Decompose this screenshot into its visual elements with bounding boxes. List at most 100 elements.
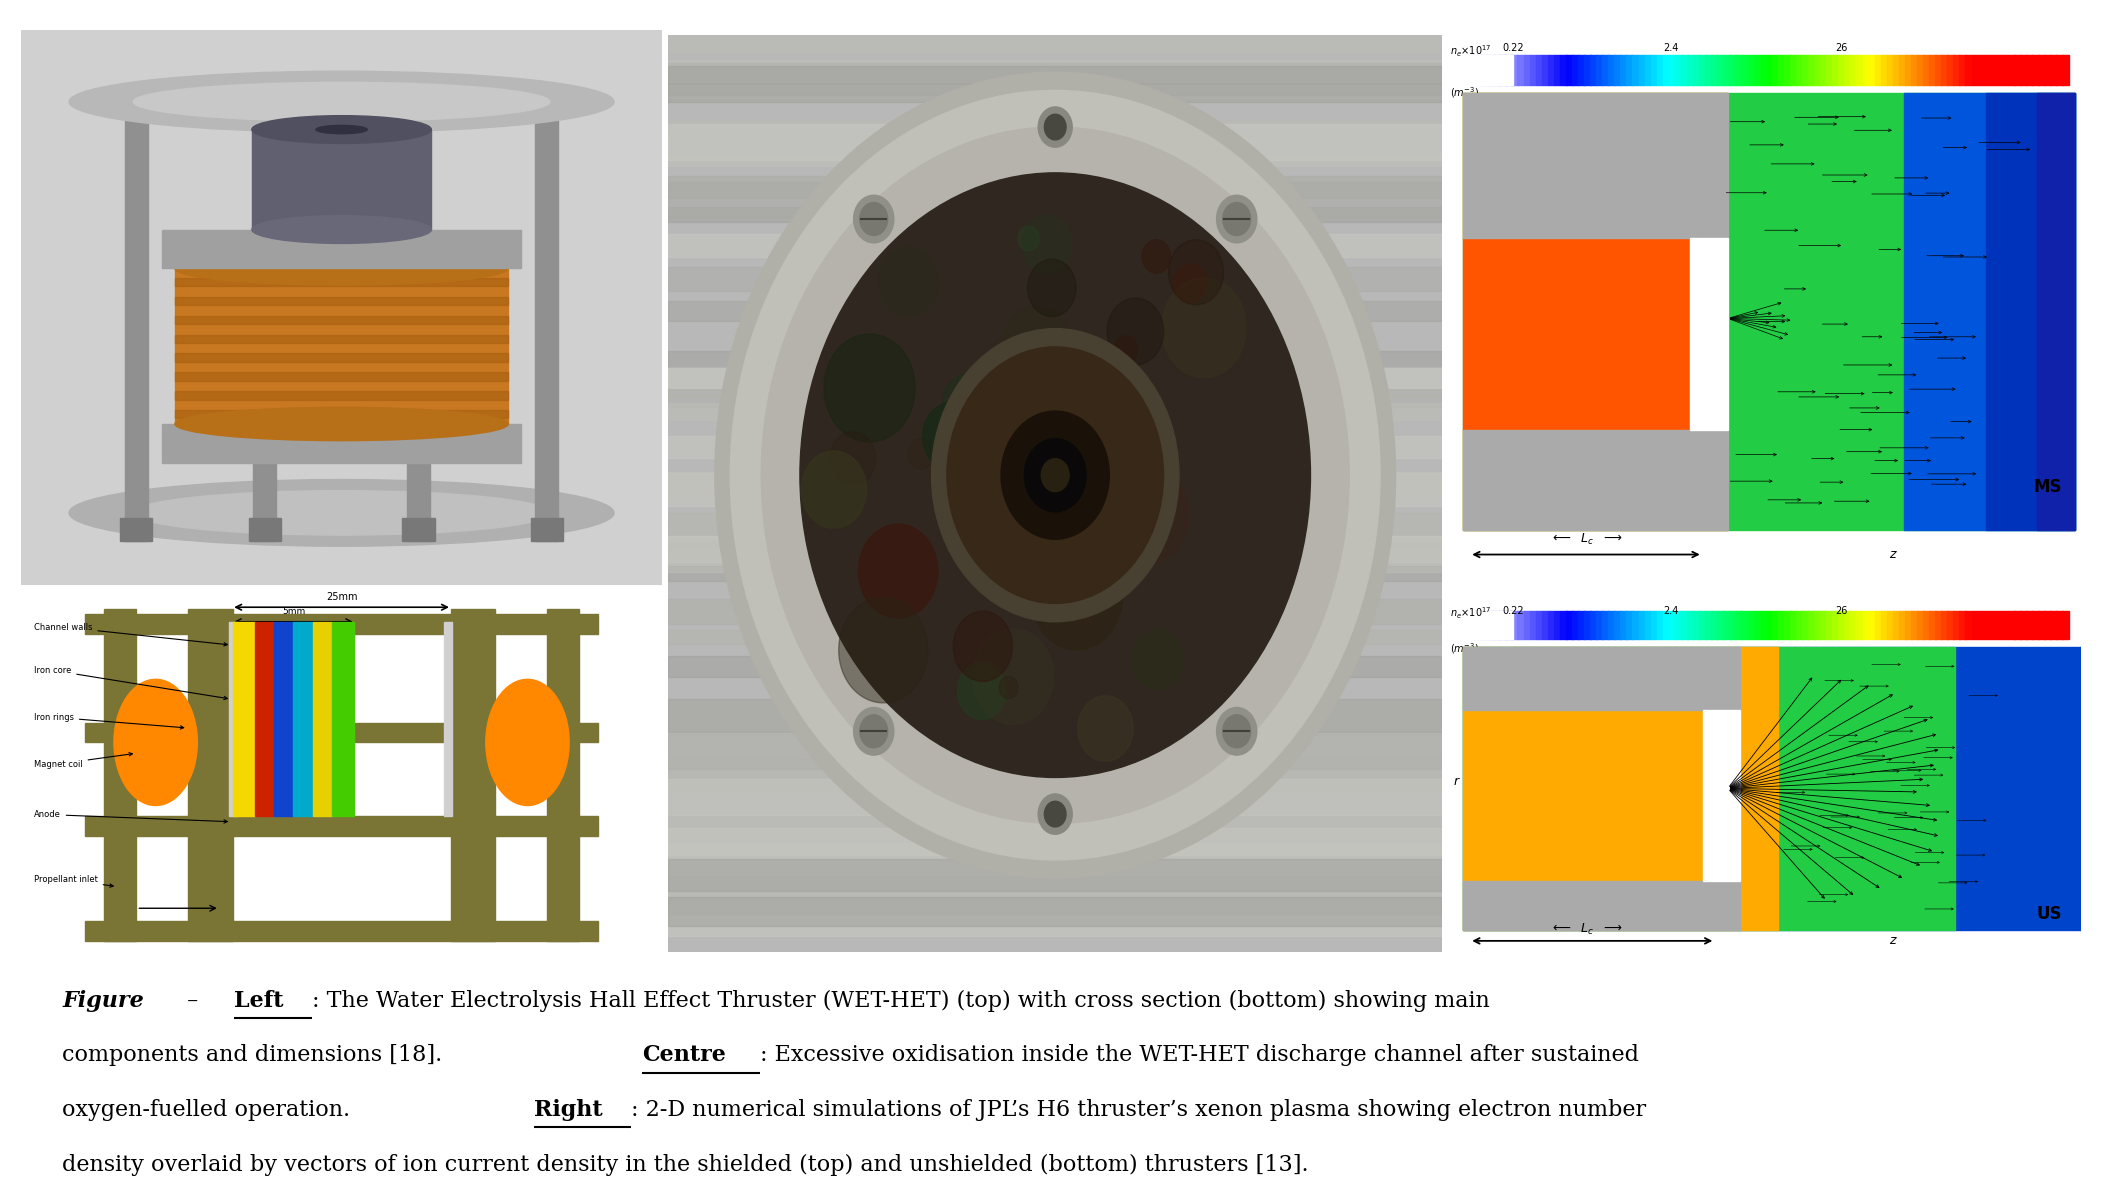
- Circle shape: [908, 439, 933, 469]
- Circle shape: [1114, 336, 1137, 364]
- Bar: [1463, 647, 1955, 930]
- Bar: [668, 368, 1442, 388]
- Bar: [1986, 93, 2075, 530]
- Bar: [1839, 54, 1846, 85]
- Bar: [1476, 611, 1482, 639]
- Text: z: z: [1888, 935, 1896, 947]
- Bar: [2062, 54, 2068, 85]
- Bar: [2043, 54, 2052, 85]
- Bar: [1492, 611, 1501, 639]
- Bar: [2039, 611, 2045, 639]
- Bar: [1640, 54, 1646, 85]
- Bar: [1785, 54, 1791, 85]
- Circle shape: [1001, 411, 1110, 539]
- Bar: [1747, 54, 1755, 85]
- Bar: [174, 278, 509, 286]
- Bar: [2062, 611, 2068, 639]
- Bar: [1595, 54, 1604, 85]
- Bar: [668, 472, 1442, 495]
- Bar: [2001, 611, 2010, 639]
- Bar: [1488, 611, 1495, 639]
- Bar: [1602, 611, 1608, 639]
- Bar: [1469, 611, 1476, 639]
- Bar: [162, 229, 521, 268]
- Bar: [1843, 54, 1852, 85]
- Bar: [668, 599, 1442, 624]
- Text: $n_e{\times}10^{17}$: $n_e{\times}10^{17}$: [1450, 44, 1492, 59]
- Bar: [273, 622, 294, 817]
- Text: MS: MS: [2033, 479, 2062, 496]
- Bar: [668, 897, 1442, 926]
- Text: $n_e{\times}10^{17}$: $n_e{\times}10^{17}$: [1450, 605, 1492, 622]
- Bar: [1469, 54, 1476, 85]
- Bar: [1991, 611, 1997, 639]
- Bar: [1499, 54, 1505, 85]
- Bar: [2026, 54, 2033, 85]
- Circle shape: [956, 463, 994, 508]
- Bar: [1759, 611, 1766, 639]
- Bar: [1814, 611, 1820, 639]
- Bar: [1801, 54, 1808, 85]
- Bar: [1547, 611, 1553, 639]
- Circle shape: [1078, 611, 1095, 630]
- Circle shape: [998, 407, 1072, 493]
- Bar: [2056, 611, 2062, 639]
- Text: components and dimensions [18].: components and dimensions [18].: [63, 1044, 450, 1066]
- Bar: [1463, 647, 2081, 930]
- Bar: [1892, 611, 1900, 639]
- Bar: [401, 91, 435, 112]
- Bar: [547, 609, 578, 941]
- Bar: [84, 615, 599, 635]
- Bar: [120, 519, 153, 540]
- Bar: [1736, 54, 1743, 85]
- Ellipse shape: [315, 125, 368, 134]
- Bar: [105, 609, 137, 941]
- Bar: [187, 609, 233, 941]
- Bar: [248, 519, 282, 540]
- Bar: [1476, 54, 1482, 85]
- Ellipse shape: [174, 408, 509, 441]
- Bar: [1904, 93, 2075, 530]
- Bar: [1923, 54, 1930, 85]
- Bar: [2056, 54, 2062, 85]
- Bar: [1585, 54, 1591, 85]
- Bar: [668, 66, 1442, 102]
- Bar: [248, 91, 282, 112]
- Bar: [1736, 611, 1743, 639]
- Circle shape: [1223, 202, 1251, 235]
- Bar: [252, 96, 275, 540]
- Text: : Excessive oxidisation inside the WET-HET discharge channel after sustained: : Excessive oxidisation inside the WET-H…: [759, 1044, 1640, 1066]
- Bar: [1898, 611, 1907, 639]
- Bar: [1553, 611, 1560, 639]
- Bar: [1717, 54, 1724, 85]
- Bar: [174, 316, 509, 324]
- Bar: [668, 25, 1442, 53]
- Bar: [1875, 611, 1881, 639]
- Text: Propellant inlet: Propellant inlet: [34, 875, 114, 888]
- Circle shape: [1141, 240, 1171, 273]
- Circle shape: [1074, 391, 1118, 444]
- Bar: [1930, 54, 1936, 85]
- Bar: [668, 267, 1442, 291]
- Bar: [668, 176, 1442, 199]
- Bar: [1827, 54, 1833, 85]
- Bar: [1942, 54, 1949, 85]
- Bar: [1820, 611, 1827, 639]
- Text: z: z: [1888, 548, 1896, 561]
- Bar: [1463, 647, 1778, 930]
- Bar: [1621, 54, 1627, 85]
- Bar: [1705, 611, 1711, 639]
- Bar: [1463, 54, 1469, 85]
- Bar: [254, 622, 273, 817]
- Bar: [1801, 611, 1808, 639]
- Bar: [668, 234, 1442, 258]
- Bar: [174, 372, 509, 381]
- Circle shape: [1078, 696, 1133, 761]
- Bar: [1965, 611, 1972, 639]
- Circle shape: [1104, 465, 1188, 564]
- Bar: [1881, 54, 1888, 85]
- Bar: [1511, 54, 1518, 85]
- Bar: [1717, 611, 1724, 639]
- Bar: [668, 829, 1442, 855]
- Circle shape: [1068, 446, 1148, 540]
